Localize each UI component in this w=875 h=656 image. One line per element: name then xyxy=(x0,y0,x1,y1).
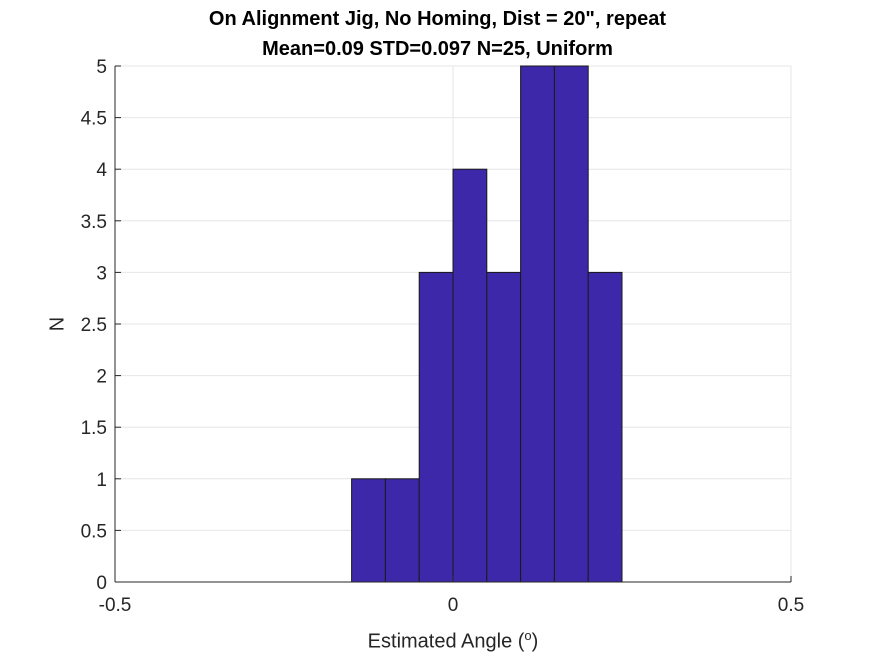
chart-title: On Alignment Jig, No Homing, Dist = 20",… xyxy=(208,8,667,30)
tick-layer: 00.511.522.533.544.55-0.5 0 0.5 xyxy=(81,57,805,616)
x-tick-label: -0.5 xyxy=(99,595,132,616)
y-axis-label: N xyxy=(46,316,69,332)
y-tick-label: 3 xyxy=(96,263,107,284)
histogram-bar xyxy=(587,271,623,583)
x-tick-label: 0 xyxy=(448,595,459,616)
y-tick-label: 4.5 xyxy=(81,109,107,130)
histogram-bar xyxy=(452,168,488,583)
y-tick-label: 1 xyxy=(96,470,107,491)
chart-subtitle: Mean=0.09 STD=0.097 N=25, Uniform xyxy=(262,38,613,60)
y-tick-label: 2.5 xyxy=(81,315,107,336)
grid-layer xyxy=(114,65,792,583)
y-tick-label: 0 xyxy=(96,573,107,594)
y-tick-label: 3.5 xyxy=(81,212,107,233)
y-tick-label: 5 xyxy=(96,57,107,78)
bar-layer xyxy=(351,65,623,583)
y-tick-label: 4 xyxy=(96,160,107,181)
histogram-bar xyxy=(384,478,420,583)
histogram-bar xyxy=(351,478,386,583)
x-tick-label: 0.5 xyxy=(778,595,804,616)
x-axis-label: Estimated Angle (o) xyxy=(367,628,539,653)
histogram-bar xyxy=(418,271,454,583)
y-tick-label: 0.5 xyxy=(81,521,107,542)
y-tick-label: 1.5 xyxy=(81,418,107,439)
y-tick-label: 2 xyxy=(96,367,107,388)
histogram-bar xyxy=(520,65,555,583)
histogram-bar xyxy=(553,65,589,583)
histogram-bar xyxy=(486,271,522,583)
